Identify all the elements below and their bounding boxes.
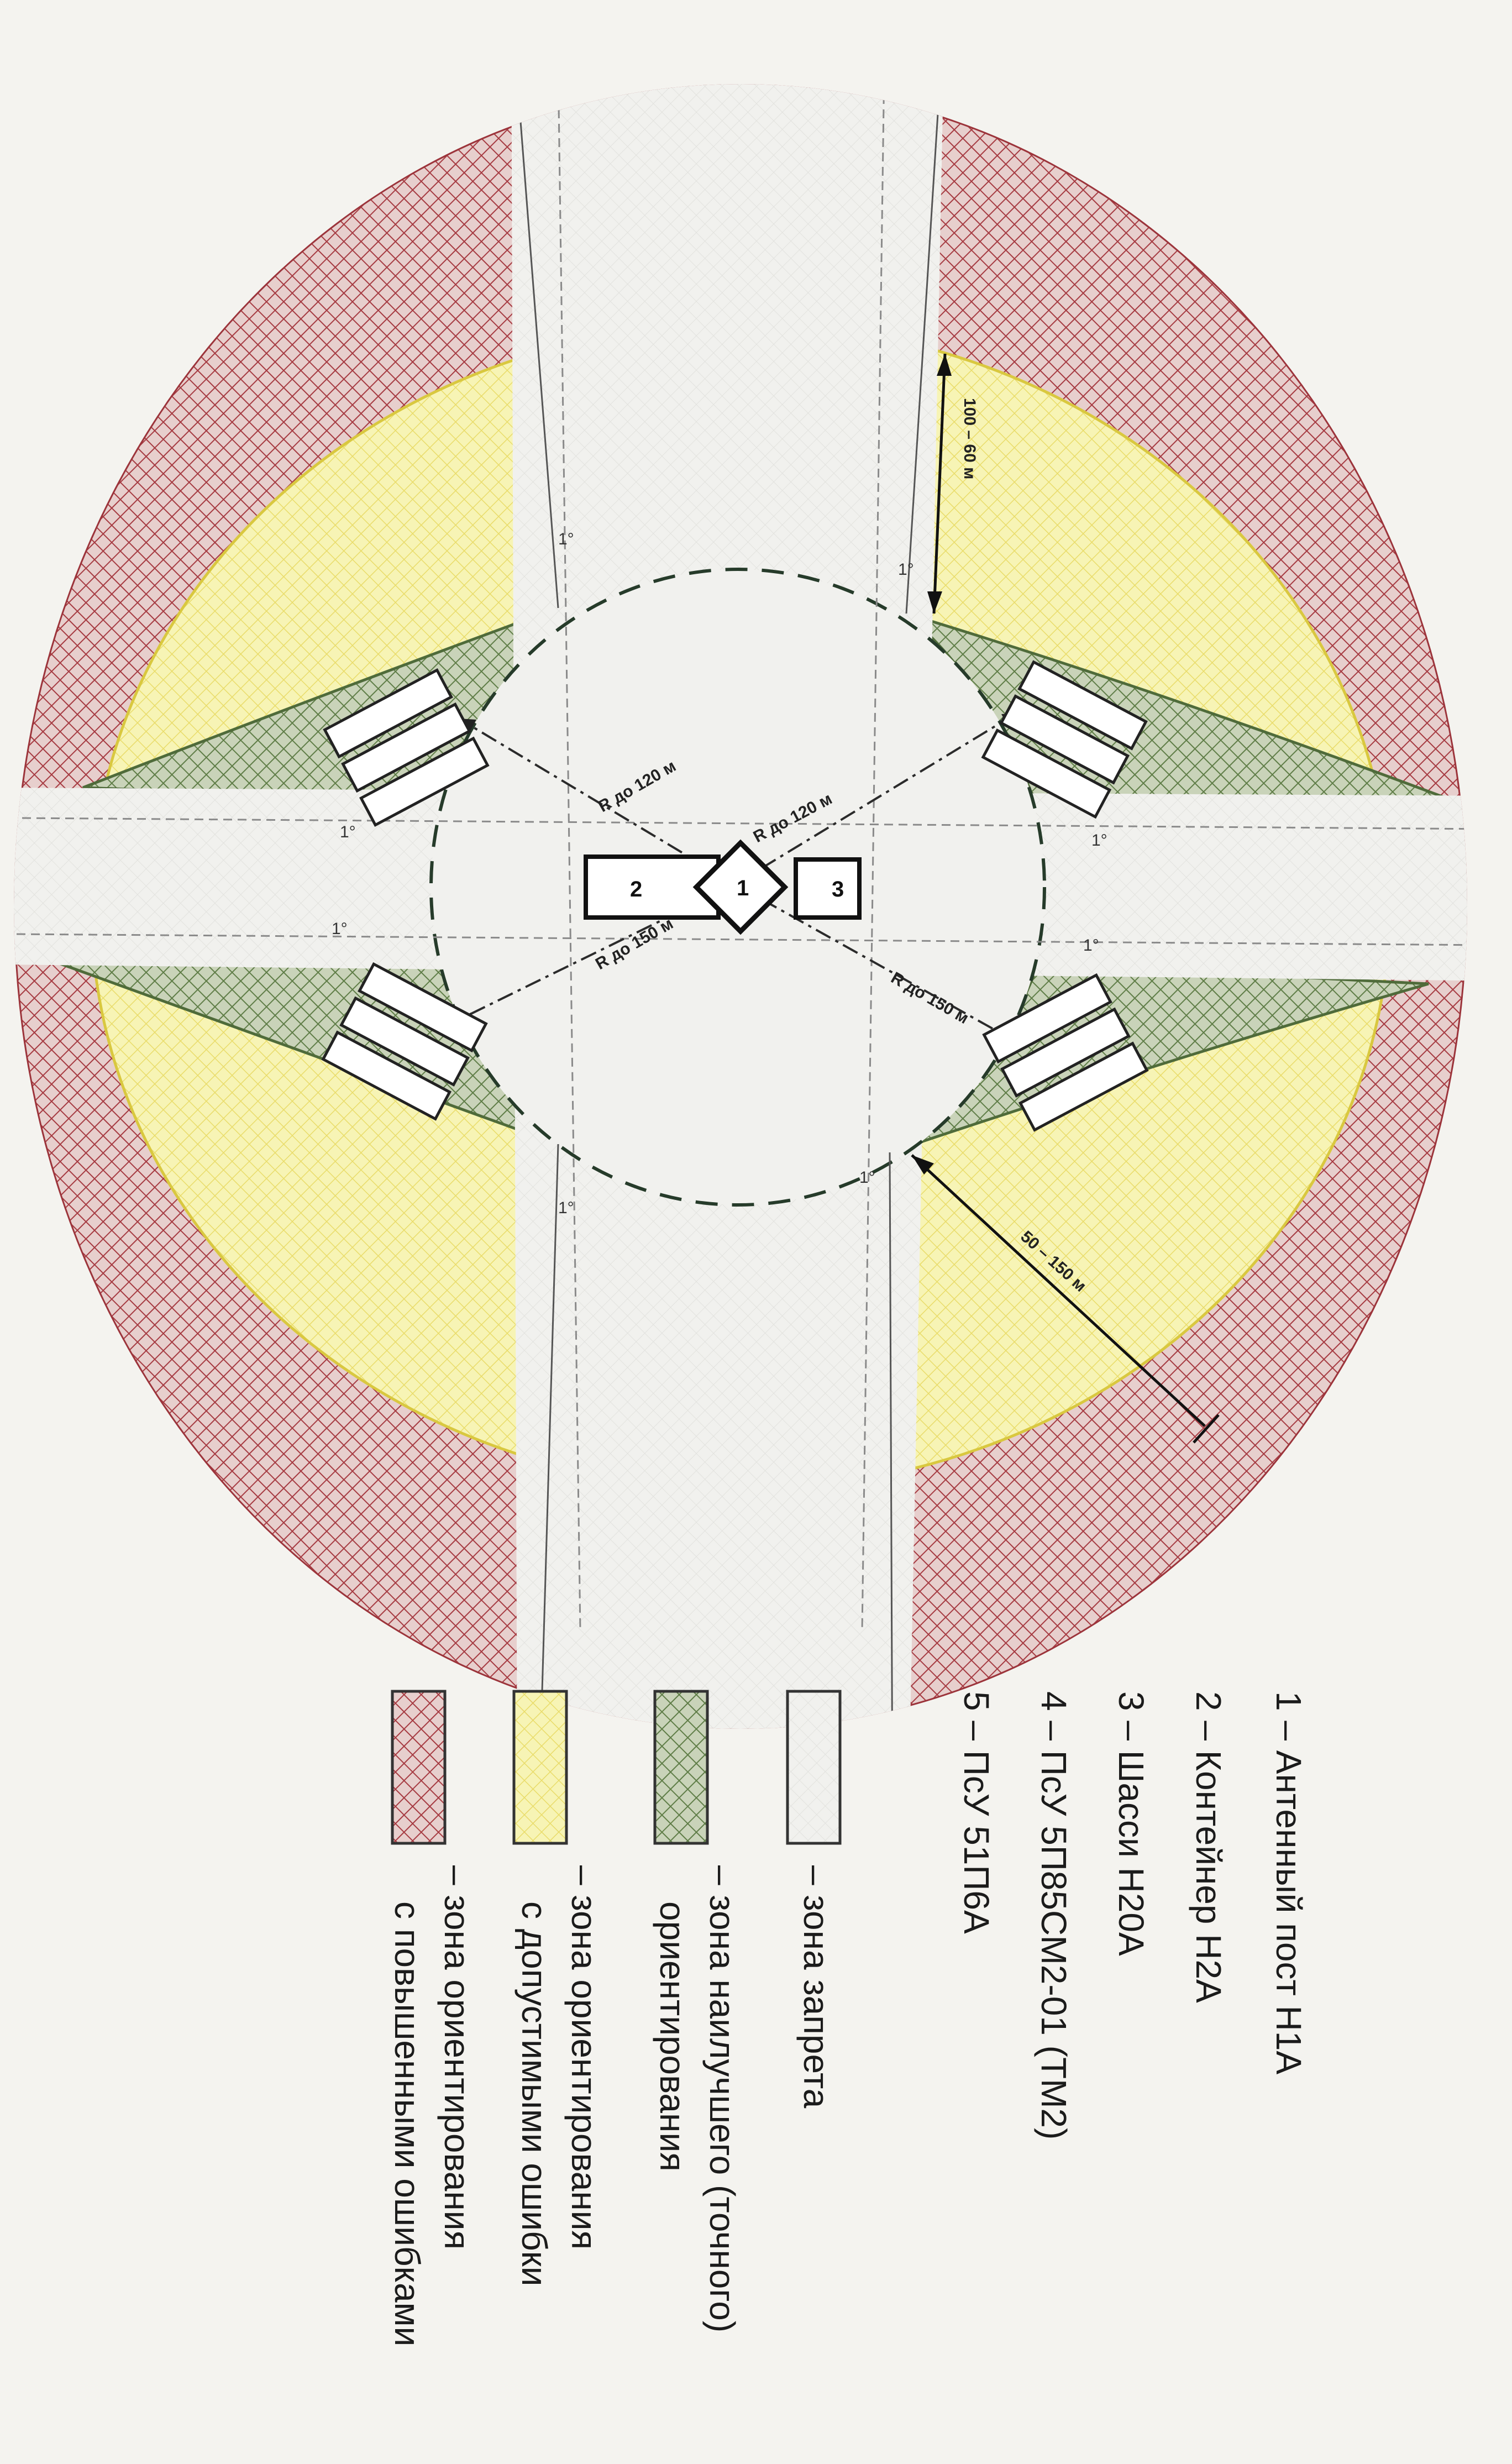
central-equipment: 2 3 1 — [584, 839, 862, 935]
launcher-vehicle — [999, 694, 1130, 785]
swatch-forbidden — [786, 1690, 842, 1845]
launcher-vehicle — [981, 728, 1112, 819]
zone-label-increased-line1: – зона ориентирования — [437, 1865, 477, 2250]
chassis-n20a — [794, 857, 862, 920]
component-item-3: 3 – Шасси Н20А — [1111, 1691, 1151, 1956]
component-item-1: 1 – Антенный пост Н1А — [1269, 1691, 1309, 2074]
angle-marks: 1° 1° 1° 1° 1° 1° 1° 1° — [332, 530, 1107, 1217]
angle-mark: 1° — [859, 1168, 875, 1187]
launcher-vehicle — [359, 736, 490, 827]
component-list: 1 – Антенный пост Н1А 2 – Контейнер Н2А … — [957, 1691, 1309, 2140]
angle-mark: 1° — [1091, 831, 1107, 850]
zone-legend: – зона запрета – зона наилучшего (точног… — [387, 1690, 842, 2346]
swatch-acceptable — [512, 1690, 568, 1845]
container-n2a — [584, 854, 721, 920]
component-item-2: 2 – Контейнер Н2А — [1189, 1691, 1229, 2003]
angle-mark: 1° — [898, 560, 914, 579]
launcher-group-lower-right — [982, 973, 1149, 1132]
zone-label-best-line2: ориентирования — [653, 1901, 692, 2172]
zone-label-increased-line2: с повышенными ошибками — [387, 1901, 427, 2346]
chassis-number: 3 — [832, 877, 844, 901]
launcher-group-upper-right — [981, 660, 1148, 819]
angle-mark: 1° — [1083, 936, 1099, 955]
launcher-vehicle — [358, 962, 488, 1053]
angle-mark: 1° — [332, 920, 348, 938]
angle-mark: 1° — [558, 1199, 574, 1217]
launcher-vehicle — [341, 702, 471, 793]
launcher-vehicle — [1017, 660, 1148, 751]
zone-label-acceptable-line1: – зона ориентирования — [564, 1865, 604, 2250]
zone-label-forbidden: – зона запрета — [796, 1865, 836, 2109]
guide-lines — [16, 84, 1467, 1631]
component-item-4: 4 – ПсУ 5П85СМ2-01 (ТМ2) — [1034, 1691, 1074, 2140]
legend: 1 – Антенный пост Н1А 2 – Контейнер Н2А … — [387, 1690, 1309, 2346]
launcher-vehicle — [321, 1030, 452, 1121]
launcher-group-upper-left — [323, 668, 490, 827]
launcher-vehicle — [323, 668, 453, 759]
antenna-post-n1a — [692, 839, 789, 935]
dim-upper-label: 100 – 60 м — [960, 398, 979, 479]
launcher-vehicle — [1018, 1041, 1149, 1132]
component-item-5: 5 – ПсУ 51П6А — [957, 1691, 996, 1934]
angle-mark: 1° — [340, 823, 356, 841]
launcher-vehicle — [1000, 1007, 1131, 1098]
dimension-upper: 100 – 60 м — [927, 353, 979, 614]
antenna-number: 1 — [737, 876, 749, 900]
launcher-vehicle — [982, 973, 1112, 1064]
swatch-best — [653, 1690, 709, 1845]
launcher-vehicle — [339, 996, 470, 1087]
container-number: 2 — [630, 877, 642, 901]
zone-label-best-line1: – зона наилучшего (точного) — [702, 1865, 742, 2332]
launcher-group-lower-left — [321, 962, 488, 1121]
swatch-increased — [391, 1690, 447, 1845]
zone-label-acceptable-line2: с допустимыми ошибки — [514, 1901, 554, 2286]
angle-mark: 1° — [558, 530, 574, 548]
